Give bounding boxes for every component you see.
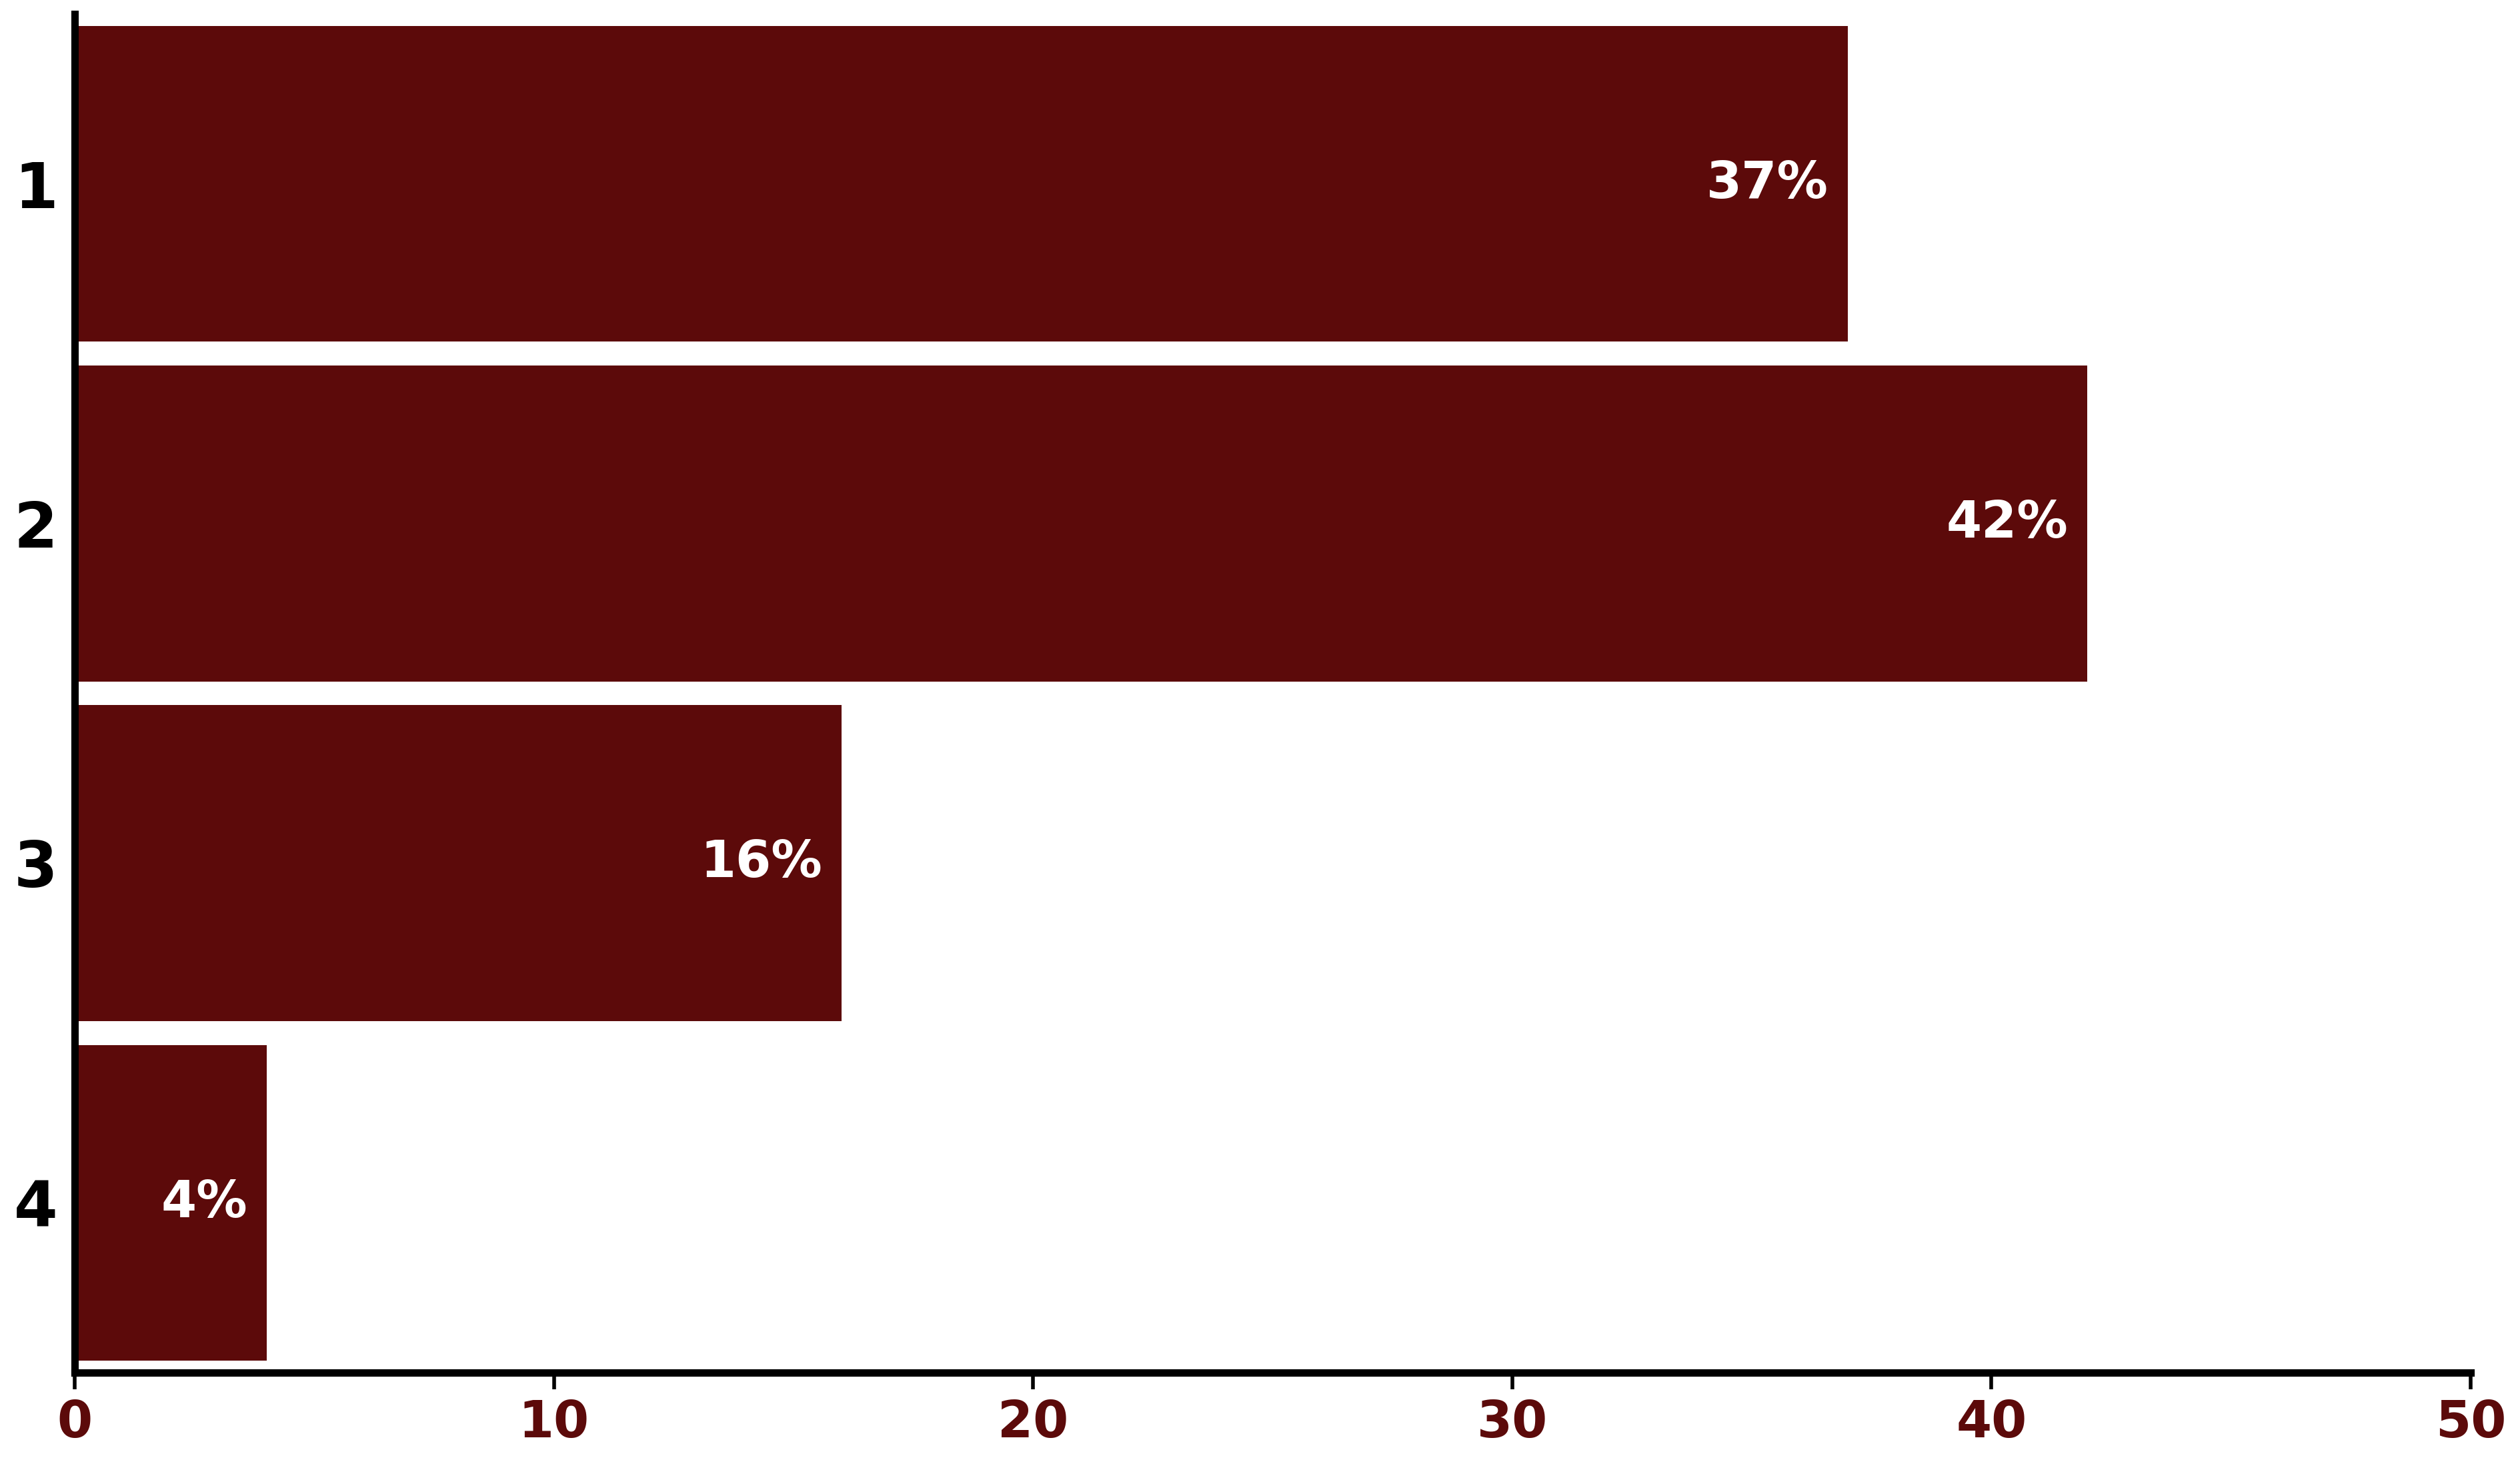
Bar	[76, 705, 842, 1020]
Bar	[76, 366, 2087, 681]
Text: 37%: 37%	[1706, 159, 1830, 209]
Text: 42%: 42%	[1945, 499, 2069, 548]
Bar	[76, 26, 1847, 342]
Text: 16%: 16%	[701, 839, 822, 887]
Text: 4%: 4%	[161, 1178, 247, 1228]
Bar	[76, 1045, 267, 1361]
